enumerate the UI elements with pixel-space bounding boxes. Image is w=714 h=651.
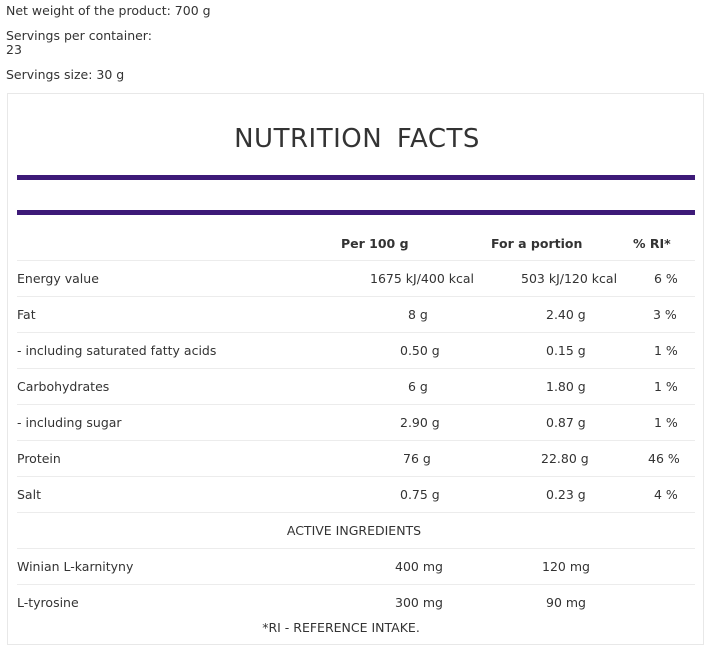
- net-weight: Net weight of the product: 700 g: [6, 3, 211, 18]
- ri-footnote: *RI - REFERENCE INTAKE.: [17, 620, 695, 635]
- title-bar-bottom: [17, 210, 695, 215]
- row-portion-energy: 503 kJ/120 kcal: [521, 271, 618, 286]
- header-portion: For a portion: [491, 236, 583, 251]
- active-name-tyrosine: L-tyrosine: [17, 595, 79, 610]
- row-name-carbohydrates: Carbohydrates: [17, 379, 110, 394]
- row-ri-carbohydrates: 1 %: [654, 379, 678, 394]
- active-portion-tyrosine: 90 mg: [546, 595, 586, 610]
- active-ingredients-label: ACTIVE INGREDIENTS: [286, 523, 422, 538]
- active-portion-carnitine: 120 mg: [542, 559, 590, 574]
- row-portion-saturated: 0.15 g: [546, 343, 586, 358]
- row-divider: [17, 440, 695, 441]
- row-portion-protein: 22.80 g: [541, 451, 589, 466]
- row-per100-carbohydrates: 6 g: [408, 379, 428, 394]
- row-divider: [17, 584, 695, 585]
- row-name-salt: Salt: [17, 487, 41, 502]
- servings-value: 23: [6, 42, 22, 57]
- row-ri-protein: 46 %: [648, 451, 680, 466]
- row-portion-carbohydrates: 1.80 g: [546, 379, 586, 394]
- nutrition-title: NUTRITION FACTS: [234, 124, 480, 154]
- row-ri-fat: 3 %: [653, 307, 677, 322]
- header-ri: % RI*: [633, 236, 671, 251]
- row-name-saturated: - including saturated fatty acids: [17, 343, 217, 358]
- row-divider: [17, 476, 695, 477]
- nutrition-card: [7, 93, 704, 645]
- serving-size: Servings size: 30 g: [6, 67, 125, 82]
- row-divider: [17, 260, 695, 261]
- active-ingredients-heading: ACTIVE INGREDIENTS: [17, 523, 695, 538]
- row-per100-energy: 1675 kJ/400 kcal: [370, 271, 474, 286]
- row-per100-saturated: 0.50 g: [400, 343, 440, 358]
- row-portion-sugar: 0.87 g: [546, 415, 586, 430]
- row-per100-sugar: 2.90 g: [400, 415, 440, 430]
- servings-label: Servings per container:: [6, 28, 152, 43]
- row-ri-saturated: 1 %: [654, 343, 678, 358]
- row-portion-salt: 0.23 g: [546, 487, 586, 502]
- row-ri-energy: 6 %: [654, 271, 678, 286]
- row-name-sugar: - including sugar: [17, 415, 122, 430]
- row-name-protein: Protein: [17, 451, 61, 466]
- row-divider: [17, 548, 695, 549]
- title-bar-top: [17, 175, 695, 180]
- row-name-energy: Energy value: [17, 271, 99, 286]
- active-per100-tyrosine: 300 mg: [395, 595, 443, 610]
- header-per100: Per 100 g: [341, 236, 409, 251]
- active-per100-carnitine: 400 mg: [395, 559, 443, 574]
- active-name-carnitine: Winian L-karnityny: [17, 559, 134, 574]
- row-divider: [17, 368, 695, 369]
- row-divider: [17, 404, 695, 405]
- row-per100-salt: 0.75 g: [400, 487, 440, 502]
- row-ri-salt: 4 %: [654, 487, 678, 502]
- row-ri-sugar: 1 %: [654, 415, 678, 430]
- row-name-fat: Fat: [17, 307, 36, 322]
- row-divider: [17, 296, 695, 297]
- row-per100-protein: 76 g: [403, 451, 431, 466]
- row-portion-fat: 2.40 g: [546, 307, 586, 322]
- row-divider: [17, 512, 695, 513]
- ri-footnote-text: *RI - REFERENCE INTAKE.: [262, 620, 420, 635]
- row-divider: [17, 332, 695, 333]
- row-per100-fat: 8 g: [408, 307, 428, 322]
